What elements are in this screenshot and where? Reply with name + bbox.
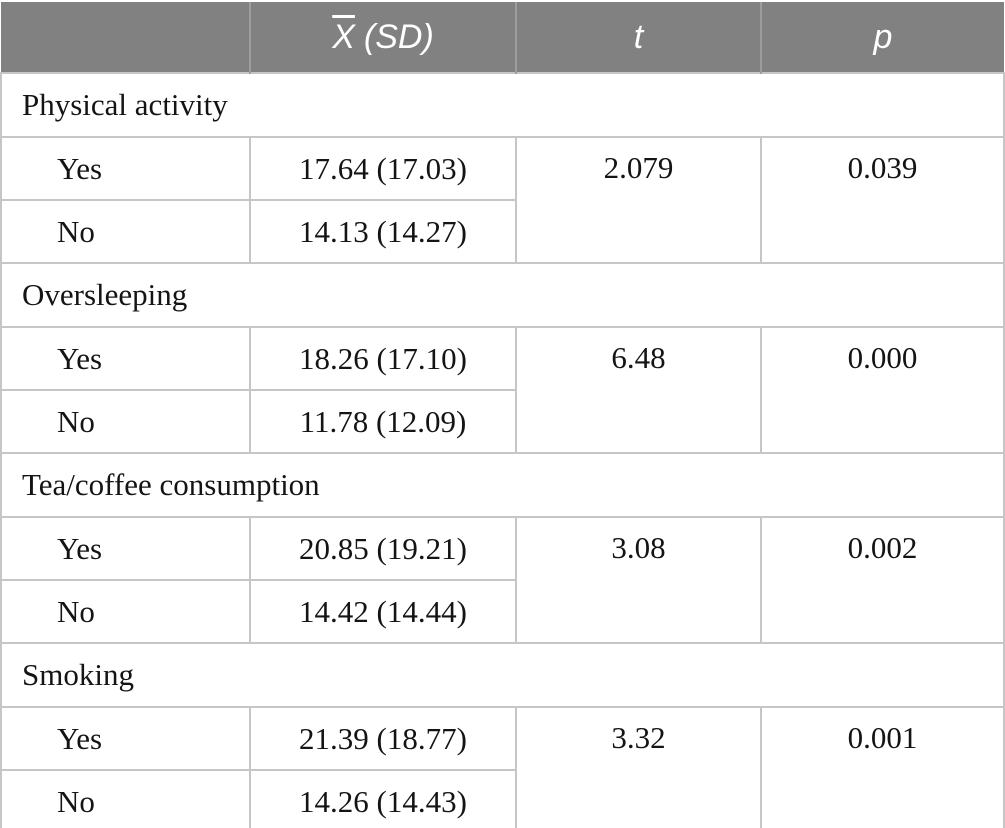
p-value-cell: 0.002: [760, 516, 1005, 644]
mean-sd-cell: 14.13 (14.27): [249, 199, 517, 264]
table-header-row: X (SD) t p: [1, 2, 1004, 73]
mean-symbol-xbar: X: [332, 17, 355, 56]
level-cell: No: [0, 769, 251, 828]
t-value-cell: 3.08: [515, 516, 762, 644]
level-cell: Yes: [0, 706, 251, 771]
section-row-oversleeping: Oversleeping: [0, 262, 1005, 328]
table-row: Yes 18.26 (17.10) 6.48 0.000: [0, 326, 1005, 454]
section-label: Physical activity: [0, 72, 1005, 138]
section-label: Oversleeping: [0, 262, 1005, 328]
section-row-smoking: Smoking: [0, 642, 1005, 708]
level-cell: No: [0, 199, 251, 264]
t-value-cell: 3.32: [515, 706, 762, 828]
mean-sd-cell: 18.26 (17.10): [249, 326, 517, 391]
level-cell: No: [0, 389, 251, 454]
level-cell: Yes: [0, 136, 251, 201]
table-row: No 14.26 (14.43): [0, 769, 1004, 828]
mean-sd-cell: 14.26 (14.43): [249, 769, 517, 828]
p-value-cell: 0.039: [760, 136, 1005, 264]
header-t-cell: t: [515, 2, 761, 73]
t-value-cell: 6.48: [515, 326, 762, 454]
mean-sd-cell: 20.85 (19.21): [249, 516, 517, 581]
table-header: X (SD) t p: [1, 2, 1004, 73]
mean-sd-cell: 17.64 (17.03): [249, 136, 517, 201]
section-row-physical-activity: Physical activity: [0, 72, 1005, 138]
table-row: No 14.13 (14.27): [0, 199, 1004, 264]
header-variable-cell: [1, 2, 250, 73]
table-row: No 11.78 (12.09): [0, 389, 1004, 454]
header-mean-sd-cell: X (SD): [249, 2, 516, 73]
t-value-cell: 2.079: [515, 136, 762, 264]
mean-sd-cell: 11.78 (12.09): [249, 389, 517, 454]
section-label: Tea/coffee consumption: [0, 452, 1005, 518]
mean-sd-cell: 14.42 (14.44): [249, 579, 517, 644]
mean-sd-cell: 21.39 (18.77): [249, 706, 517, 771]
p-value-cell: 0.000: [760, 326, 1005, 454]
level-cell: Yes: [0, 516, 251, 581]
table-row: Yes 17.64 (17.03) 2.079 0.039: [0, 136, 1005, 264]
mean-sd-suffix: (SD): [363, 17, 434, 56]
section-row-tea-coffee: Tea/coffee consumption: [0, 452, 1005, 518]
table-row: Yes 21.39 (18.77) 3.32 0.001: [0, 706, 1005, 828]
table-row: Yes 20.85 (19.21) 3.08 0.002: [0, 516, 1005, 644]
table-row: No 14.42 (14.44): [0, 579, 1004, 644]
p-value-cell: 0.001: [760, 706, 1005, 828]
header-p-cell: p: [760, 2, 1004, 73]
level-cell: No: [0, 579, 251, 644]
table-body: Physical activity Yes 17.64 (17.03) 2.07…: [0, 72, 1005, 828]
level-cell: Yes: [0, 326, 251, 391]
section-label: Smoking: [0, 642, 1005, 708]
